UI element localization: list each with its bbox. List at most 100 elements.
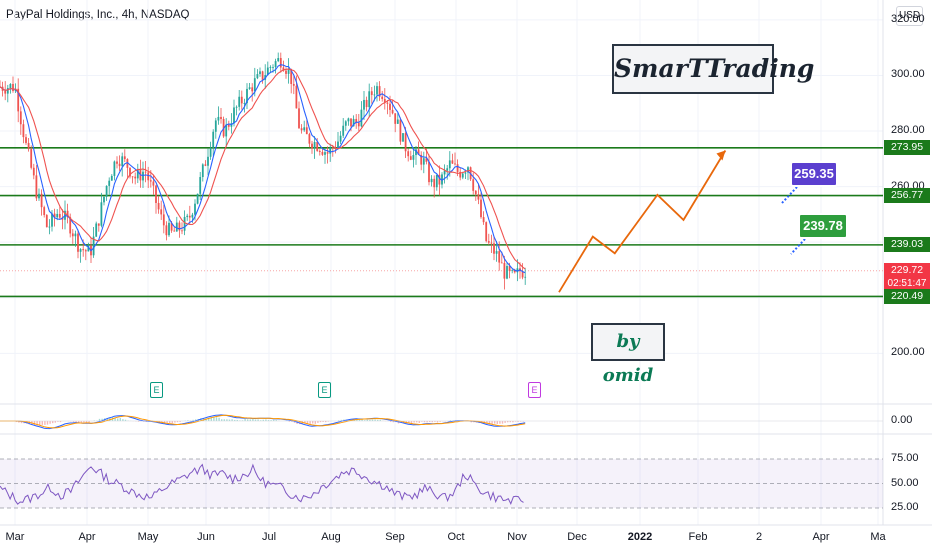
candle-body (376, 86, 378, 95)
macd-histogram-bar (512, 421, 514, 423)
candle-body (292, 84, 295, 86)
candle-body (183, 216, 186, 231)
price-level-value: 256.77 (890, 189, 924, 202)
candle-body (420, 154, 423, 165)
candle-body (27, 142, 30, 150)
candle-body (103, 196, 105, 203)
candle-body (415, 149, 417, 156)
candle-body (498, 251, 501, 263)
candle-body (373, 94, 376, 96)
candle-body (116, 161, 118, 164)
macd-histogram-bar (36, 421, 38, 426)
earnings-marker-icon[interactable]: E (528, 382, 541, 398)
price-level-value: 239.03 (890, 238, 924, 251)
macd-histogram-bar (247, 419, 249, 421)
macd-histogram-bar (46, 421, 49, 425)
macd-histogram-bar (254, 419, 257, 421)
candle-body (295, 85, 298, 109)
callout-upper[interactable]: 259.35 (790, 161, 838, 187)
candle-body (396, 119, 399, 124)
candle-body (438, 174, 441, 185)
candle-body (326, 152, 329, 154)
price-level-tag: 229.72 02:51:47 (884, 263, 930, 292)
macd-histogram-bar (314, 421, 316, 424)
candle-body (318, 150, 321, 152)
macd-histogram-bar (195, 419, 197, 421)
macd-histogram-bar (275, 420, 277, 421)
macd-histogram-bar (218, 417, 220, 421)
candle-body (58, 213, 61, 218)
macd-histogram-bar (431, 421, 433, 423)
candle-body (407, 151, 410, 157)
macd-signal-line (0, 414, 526, 429)
macd-histogram-bar (501, 421, 504, 424)
candle-body (40, 193, 43, 208)
candle-body (243, 103, 246, 104)
candle-body (118, 163, 121, 167)
macd-histogram-bar (18, 421, 20, 423)
macd-histogram-bar (410, 421, 413, 423)
candle-body (131, 176, 134, 178)
macd-histogram-bar (317, 421, 319, 423)
candle-body (194, 203, 196, 215)
candle-body (402, 133, 404, 142)
time-tick-label: Dec (567, 531, 587, 543)
currency-button[interactable]: USD (896, 6, 923, 26)
candle-body (391, 109, 394, 114)
candle-body (56, 213, 59, 218)
candle-body (147, 172, 150, 181)
candle-body (12, 83, 14, 91)
candle-body (404, 133, 407, 152)
macd-histogram-bar (504, 421, 506, 423)
candle-body (204, 164, 207, 166)
earnings-marker-icon[interactable]: E (150, 382, 163, 398)
candle-body (233, 107, 235, 124)
candle-body (261, 71, 264, 80)
candle-body (428, 161, 430, 183)
price-tick-label: 280.00 (891, 124, 925, 137)
candle-body (474, 190, 477, 195)
candle-body (71, 233, 74, 237)
candle-body (196, 193, 199, 204)
candle-body (66, 210, 69, 218)
candle-body (495, 251, 498, 254)
callout-lower-pointer (790, 238, 806, 255)
macd-histogram-bar (213, 416, 215, 421)
candle-body (490, 242, 493, 244)
macd-histogram-bar (52, 421, 54, 424)
candle-body (30, 149, 33, 168)
macd-histogram-bar (522, 421, 524, 422)
macd-histogram-bar (187, 420, 189, 421)
candle-body (516, 268, 519, 273)
candle-body (464, 172, 467, 174)
macd-histogram-bar (358, 419, 361, 421)
macd-histogram-bar (192, 419, 194, 421)
candle-body (378, 86, 381, 97)
candle-body (480, 199, 482, 218)
candle-body (142, 171, 144, 181)
time-tick-label: Nov (507, 531, 527, 543)
candle-body (339, 135, 342, 142)
macd-histogram-bar (124, 419, 127, 421)
rsi-line (0, 463, 524, 505)
macd-histogram-bar (374, 419, 376, 421)
price-level-tag: 273.95 (884, 140, 930, 156)
macd-histogram-bar (171, 421, 173, 424)
candle-body (443, 170, 446, 175)
macd-histogram-bar (436, 421, 439, 423)
macd-histogram-bar (520, 421, 522, 422)
macd-histogram-bar (499, 421, 501, 424)
candle-body (451, 160, 454, 164)
callout-lower[interactable]: 239.78 (798, 213, 848, 239)
earnings-marker-icon[interactable]: E (318, 382, 331, 398)
candle-body (298, 108, 300, 129)
candle-body (235, 106, 238, 108)
grid-lines (0, 0, 932, 526)
candle-body (225, 124, 228, 137)
projection-line (558, 150, 727, 293)
macd-histogram-bar (270, 420, 272, 421)
rsi-level-label: 50.00 (891, 476, 919, 489)
candle-body (53, 213, 56, 218)
price-tick-label: 320.00 (891, 12, 925, 25)
